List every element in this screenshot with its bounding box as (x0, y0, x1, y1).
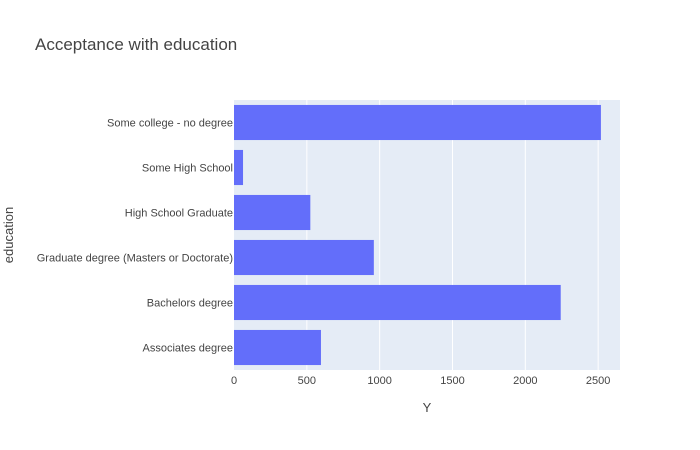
x-tick-label: 1500 (440, 375, 464, 387)
x-axis-ticks: 0 500 1000 1500 2000 2500 (231, 375, 610, 387)
gridlines (306, 100, 599, 370)
y-tick-label: Bachelors degree (147, 298, 233, 310)
y-tick-label: Graduate degree (Masters or Doctorate) (37, 253, 233, 265)
bar[interactable] (234, 194, 311, 231)
bars (234, 104, 601, 366)
bar[interactable] (234, 149, 244, 186)
bar[interactable] (234, 104, 601, 141)
x-tick-label: 2000 (513, 375, 537, 387)
x-tick-label: 1000 (367, 375, 391, 387)
y-tick-label: High School Graduate (125, 208, 233, 220)
y-tick-label: Some High School (142, 163, 233, 175)
x-axis-title: Y (423, 400, 432, 415)
y-axis-title: education (1, 207, 16, 263)
bar[interactable] (234, 239, 374, 276)
plot-area (234, 100, 620, 370)
bar[interactable] (234, 284, 561, 321)
y-axis-ticks: Associates degree Bachelors degree Graduat… (37, 118, 233, 355)
chart-title: Acceptance with education (35, 35, 237, 54)
bar[interactable] (234, 329, 321, 366)
y-tick-label: Some college - no degree (107, 118, 233, 130)
y-tick-label: Associates degree (143, 343, 234, 355)
x-tick-label: 0 (231, 375, 237, 387)
x-tick-label: 2500 (586, 375, 610, 387)
x-tick-label: 500 (298, 375, 316, 387)
